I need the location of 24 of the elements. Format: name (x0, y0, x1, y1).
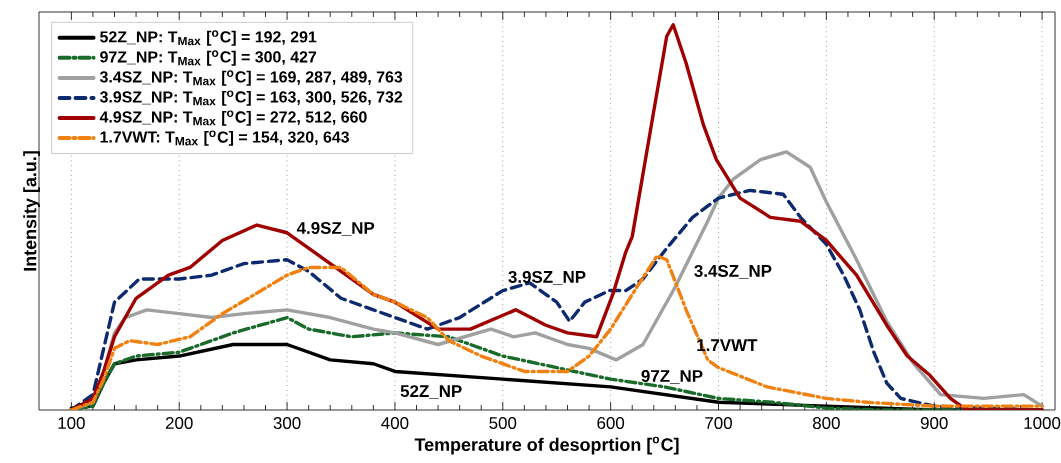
legend-label: 4.9SZ_NP: T$_{Max}$ [$^{o}$C] = 272, 512, 660 (99, 110, 367, 126)
x-tick-label: 200 (165, 417, 193, 430)
legend-label: 3.4SZ_NP: T$_{Max}$ [$^{o}$C] = 169, 287, 489, 763 (99, 70, 403, 86)
legend-label: 52Z_NP: T$_{Max}$ [$^{o}$C] = 192, 291 (100, 30, 317, 46)
x-tick-label: 400 (381, 417, 409, 430)
annotation: 52Z_NP (400, 385, 462, 400)
annotation: 1.7VWT (697, 339, 758, 351)
legend-label: 97Z_NP: T$_{Max}$ [$^{o}$C] = 300, 427 (100, 50, 317, 66)
annotation: 3.9SZ_NP (508, 270, 586, 285)
legend-label: 1.7VWT: T$_{Max}$ [$^{o}$C] = 154, 320, 643 (100, 130, 349, 146)
annotation: 97Z_NP (641, 370, 703, 384)
legend-label: 3.9SZ_NP: T$_{Max}$ [$^{o}$C] = 163, 300, 526, 732 (99, 90, 403, 106)
x-tick-label: 1000 (1024, 417, 1061, 430)
x-tick-label: 100 (58, 417, 85, 430)
annotation: 3.4SZ_NP (694, 264, 772, 279)
x-tick-label: 500 (489, 417, 517, 430)
x-tick-label: 300 (273, 417, 301, 430)
x-tick-label: 700 (705, 417, 732, 430)
x-tick-label: 900 (920, 417, 948, 430)
x-axis-title: Temperature of desoprtion [$^{o}$C] (414, 436, 679, 455)
x-tick-label: 800 (812, 417, 840, 430)
annotation: 4.9SZ_NP (296, 221, 375, 236)
x-tick-label: 600 (597, 417, 625, 430)
y-axis-title: Intensity [a.u.] (23, 151, 40, 271)
